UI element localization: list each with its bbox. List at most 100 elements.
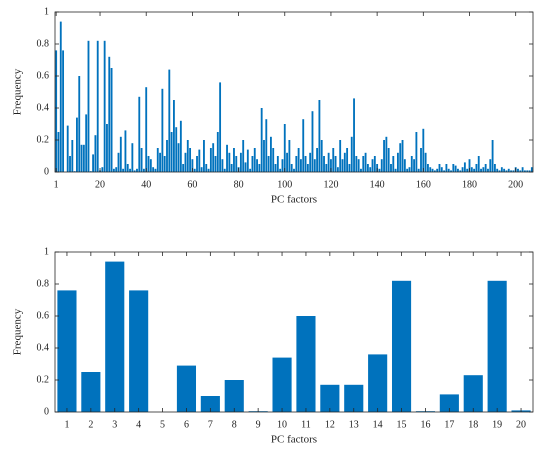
bar [230, 164, 233, 172]
bar [94, 135, 97, 172]
x-tick-label: 11 [301, 419, 311, 430]
bar [57, 290, 77, 412]
y-tick-label: 0.4 [37, 342, 50, 353]
bar [431, 168, 434, 172]
bar [452, 164, 455, 172]
bar [410, 156, 413, 172]
bar [399, 143, 402, 172]
bar [175, 127, 178, 172]
x-tick-label: 120 [323, 179, 338, 190]
bar [242, 140, 245, 172]
bar [387, 148, 390, 172]
bar [330, 159, 332, 172]
bar [108, 56, 111, 172]
bar [348, 164, 351, 172]
x-axis-label: PC factors [271, 194, 317, 206]
bar [101, 167, 104, 172]
bar [454, 165, 457, 172]
bar [420, 148, 422, 172]
bar [115, 167, 118, 172]
bar [235, 156, 238, 172]
bar [487, 168, 489, 172]
bar [80, 144, 83, 172]
bar [447, 168, 450, 172]
bar [279, 168, 282, 172]
x-tick-label: 80 [234, 179, 244, 190]
bar [406, 168, 409, 172]
bar [350, 136, 353, 172]
bar [300, 159, 302, 172]
bar [368, 354, 388, 412]
y-axis-label: Frequency [12, 308, 24, 355]
bar [119, 136, 122, 172]
bar [519, 170, 522, 172]
x-tick-label: 1 [64, 419, 69, 430]
bar [198, 149, 201, 172]
bar [517, 168, 519, 172]
axes-box [54, 11, 534, 173]
bar [207, 168, 210, 172]
bar [327, 152, 330, 172]
bar [92, 154, 95, 172]
bar [193, 168, 196, 172]
x-tick-label: 100 [277, 179, 292, 190]
x-tick-label: 2 [88, 419, 93, 430]
bar [306, 164, 309, 172]
bar [226, 144, 228, 172]
bar [136, 168, 138, 172]
bar [196, 156, 198, 172]
bar [346, 148, 349, 172]
x-tick-label: 20 [516, 419, 526, 430]
x-tick-label: 5 [160, 419, 165, 430]
bar [360, 168, 362, 172]
y-tick-label: 0 [44, 406, 49, 417]
bar [131, 143, 134, 172]
bar [344, 384, 364, 412]
bar [283, 124, 286, 172]
bar [272, 148, 275, 172]
bar [316, 148, 319, 172]
bar [422, 128, 425, 172]
bar [203, 140, 205, 172]
x-tick-label: 40 [141, 179, 151, 190]
bar [523, 170, 526, 172]
bar [424, 152, 427, 172]
bar [473, 168, 476, 172]
bar [325, 164, 328, 172]
bar [87, 40, 90, 172]
bar [500, 167, 503, 172]
x-tick-label: 140 [370, 179, 385, 190]
y-tick-label: 0 [44, 166, 49, 177]
bar [272, 357, 292, 412]
bar [477, 156, 480, 172]
x-tick-label: 8 [232, 419, 237, 430]
bar [491, 140, 494, 172]
bar [429, 167, 432, 172]
bar [380, 159, 383, 172]
bar [69, 156, 71, 172]
bar [182, 164, 185, 172]
bar [355, 156, 358, 172]
bar [274, 164, 277, 172]
x-tick-label: 160 [416, 179, 431, 190]
y-tick-label: 0.2 [37, 374, 50, 385]
bar [228, 152, 231, 172]
bar [427, 164, 429, 172]
bar [281, 159, 284, 172]
bar [295, 156, 298, 172]
bar [390, 164, 392, 172]
bar [176, 365, 197, 412]
bar [142, 168, 145, 172]
bar [482, 167, 485, 172]
bar [323, 156, 325, 172]
bar [161, 88, 164, 172]
bar [78, 76, 81, 172]
x-tick-label: 16 [420, 419, 430, 430]
bar [401, 140, 404, 172]
bar [293, 168, 295, 172]
bar [463, 162, 466, 172]
bar [159, 152, 161, 172]
x-tick-label: 10 [277, 419, 287, 430]
bar [396, 152, 399, 172]
